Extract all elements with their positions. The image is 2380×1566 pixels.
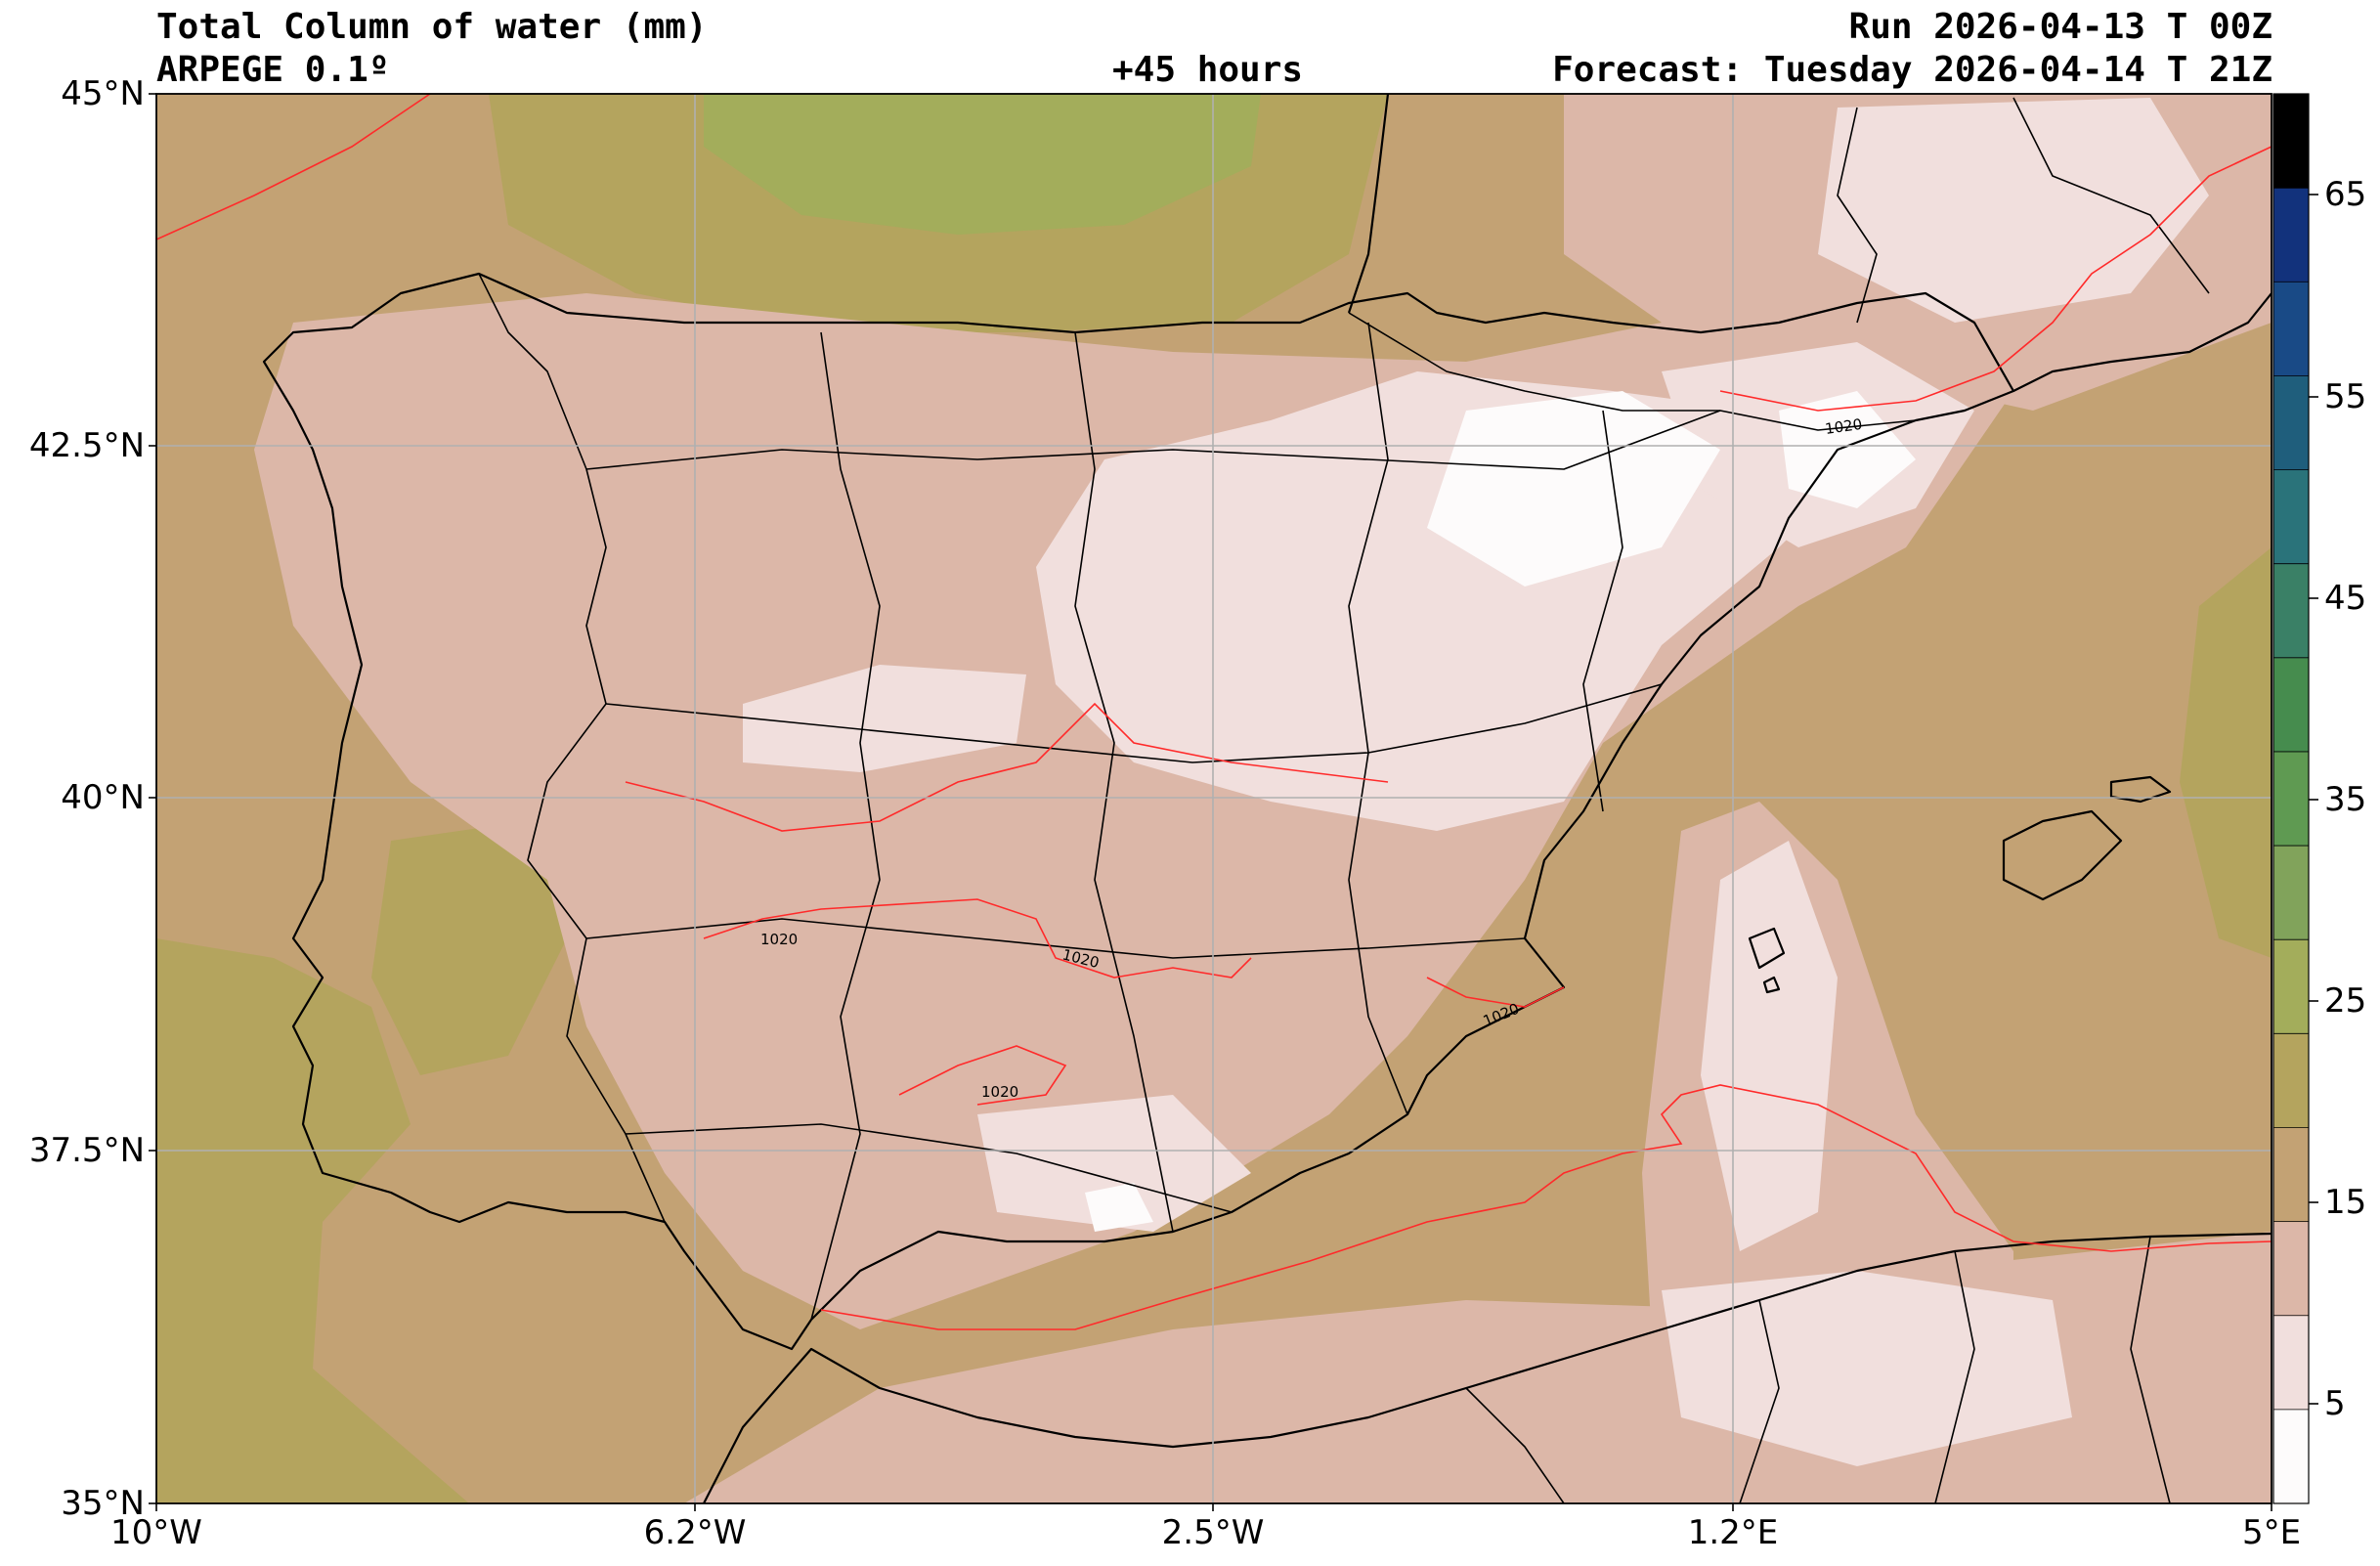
map-plot-area: 1020 1020 1020 1020 1020 [156,94,2272,1503]
isobar-south [898,1045,1067,1106]
run-time: Run 2026-04-13 T 00Z [1848,7,2272,47]
colorbar-segment-7 [2273,751,2309,847]
colorbar-segment-11 [2273,375,2309,471]
colorbar-segment-14 [2273,94,2309,189]
region-border-1 [585,410,1721,470]
map-frame [155,93,2272,1504]
water-field-band-20-25-atlantic [156,938,469,1503]
colorbar-segment-13 [2273,188,2309,283]
isobar-central [625,702,1389,832]
region-border-13 [1934,1250,1975,1503]
water-field-band-20-25-portugal [371,821,567,1075]
axis-ticks [149,93,2272,1511]
isobar-northeast [1719,146,2272,412]
coastlines [262,94,2272,1503]
region-border-12 [1739,1299,1780,1503]
region-border-8 [1582,410,1623,812]
colorbar-segment-4 [2273,1033,2309,1129]
colorbar-segment-6 [2273,846,2309,940]
colorbar-label-15: 15 [2324,1183,2367,1222]
north-africa-coastline [703,1232,2272,1503]
lon-label-2-5w: 2.5°W [1161,1513,1265,1552]
colorbar-label-25: 25 [2324,981,2367,1021]
gulf-of-lion-coastline [2012,292,2272,392]
colorbar-segment-5 [2273,939,2309,1034]
colorbar-ticks [2309,194,2318,1405]
lat-label-37-5n: 37.5°N [28,1131,145,1170]
colorbar-segment-8 [2273,657,2309,753]
lat-label-42-5n: 42.5°N [28,426,145,465]
region-border-5 [810,331,881,1321]
region-border-7 [1348,322,1408,1115]
colorbar-segment-9 [2273,563,2309,659]
isobar-label-1: 1020 [760,931,798,948]
colorbar-segment-3 [2273,1127,2309,1223]
colorbar-label-45: 45 [2324,579,2367,618]
water-field-band-25-30 [704,94,1261,235]
menorca-coastline [2109,775,2172,804]
map-title: Total Column of water (mm) [156,7,708,47]
water-field-band-5-10-south [977,1095,1251,1232]
lat-label-35n: 35°N [61,1484,145,1523]
isobar-mediterranean [820,1084,2272,1330]
colorbar-label-35: 35 [2324,780,2367,819]
region-border-9 [1837,107,1878,324]
isobar-southwest [703,898,1252,979]
forecast-time: Forecast: Tuesday 2026-04-14 T 21Z [1552,50,2272,90]
water-field-band-5-10-west [743,665,1026,772]
region-border-4 [625,1123,1233,1213]
water-field-band-5-10-massif [1818,98,2209,323]
water-field-band-0-5-north [1427,391,1720,587]
lat-label-40n: 40°N [61,778,145,817]
isobar-label-5: 1020 [1824,415,1863,438]
colorbar-frame [2272,93,2310,1504]
ibiza-coastline [1748,927,1786,970]
colorbar-segment-0 [2273,1409,2309,1504]
iberia-coastline [262,272,2015,1351]
region-border-10 [2012,97,2210,294]
water-field-band-20-25-east [2180,547,2272,958]
region-border-3 [585,918,1526,959]
colorbar-label-55: 55 [2324,377,2367,416]
admin-borders [478,97,2210,1503]
mallorca-coastline [2002,809,2123,901]
isobars [156,94,2272,1330]
colorbar-segment-10 [2273,469,2309,565]
isobar-southeast [1426,977,1565,1008]
pyrenees-border [1348,312,1917,431]
region-border-11 [1465,1387,1565,1503]
colorbar [2273,94,2309,1504]
water-field-band-0-5-ebro [1779,391,1916,508]
region-border-2 [605,683,1663,763]
formentera-coastline [1762,976,1781,994]
water-field-band-5-10-sea [1701,841,1838,1251]
isobar-label-3: 1020 [981,1083,1018,1101]
lat-label-45n: 45°N [61,74,145,113]
lon-label-6-2w: 6.2°W [643,1513,747,1552]
colorbar-label-65: 65 [2324,175,2367,214]
lon-label-5e: 5°E [2241,1513,2302,1552]
colorbar-segment-2 [2273,1221,2309,1317]
model-name: ARPEGE 0.1º [156,50,390,90]
lead-time: +45 hours [1112,50,1304,90]
isobar-atlantic [156,94,431,240]
colorbar-segment-12 [2273,282,2309,376]
region-border-6 [1074,331,1174,1233]
colorbar-label-5: 5 [2324,1384,2346,1423]
colorbar-segment-1 [2273,1315,2309,1411]
lon-label-1-2e: 1.2°E [1687,1513,1779,1552]
gridlines [156,94,2272,1503]
lon-label-10w: 10°W [110,1513,202,1552]
water-field-band-0-5-south [1085,1183,1153,1232]
region-border-14 [2130,1236,2171,1503]
france-coastline [1347,94,1390,314]
